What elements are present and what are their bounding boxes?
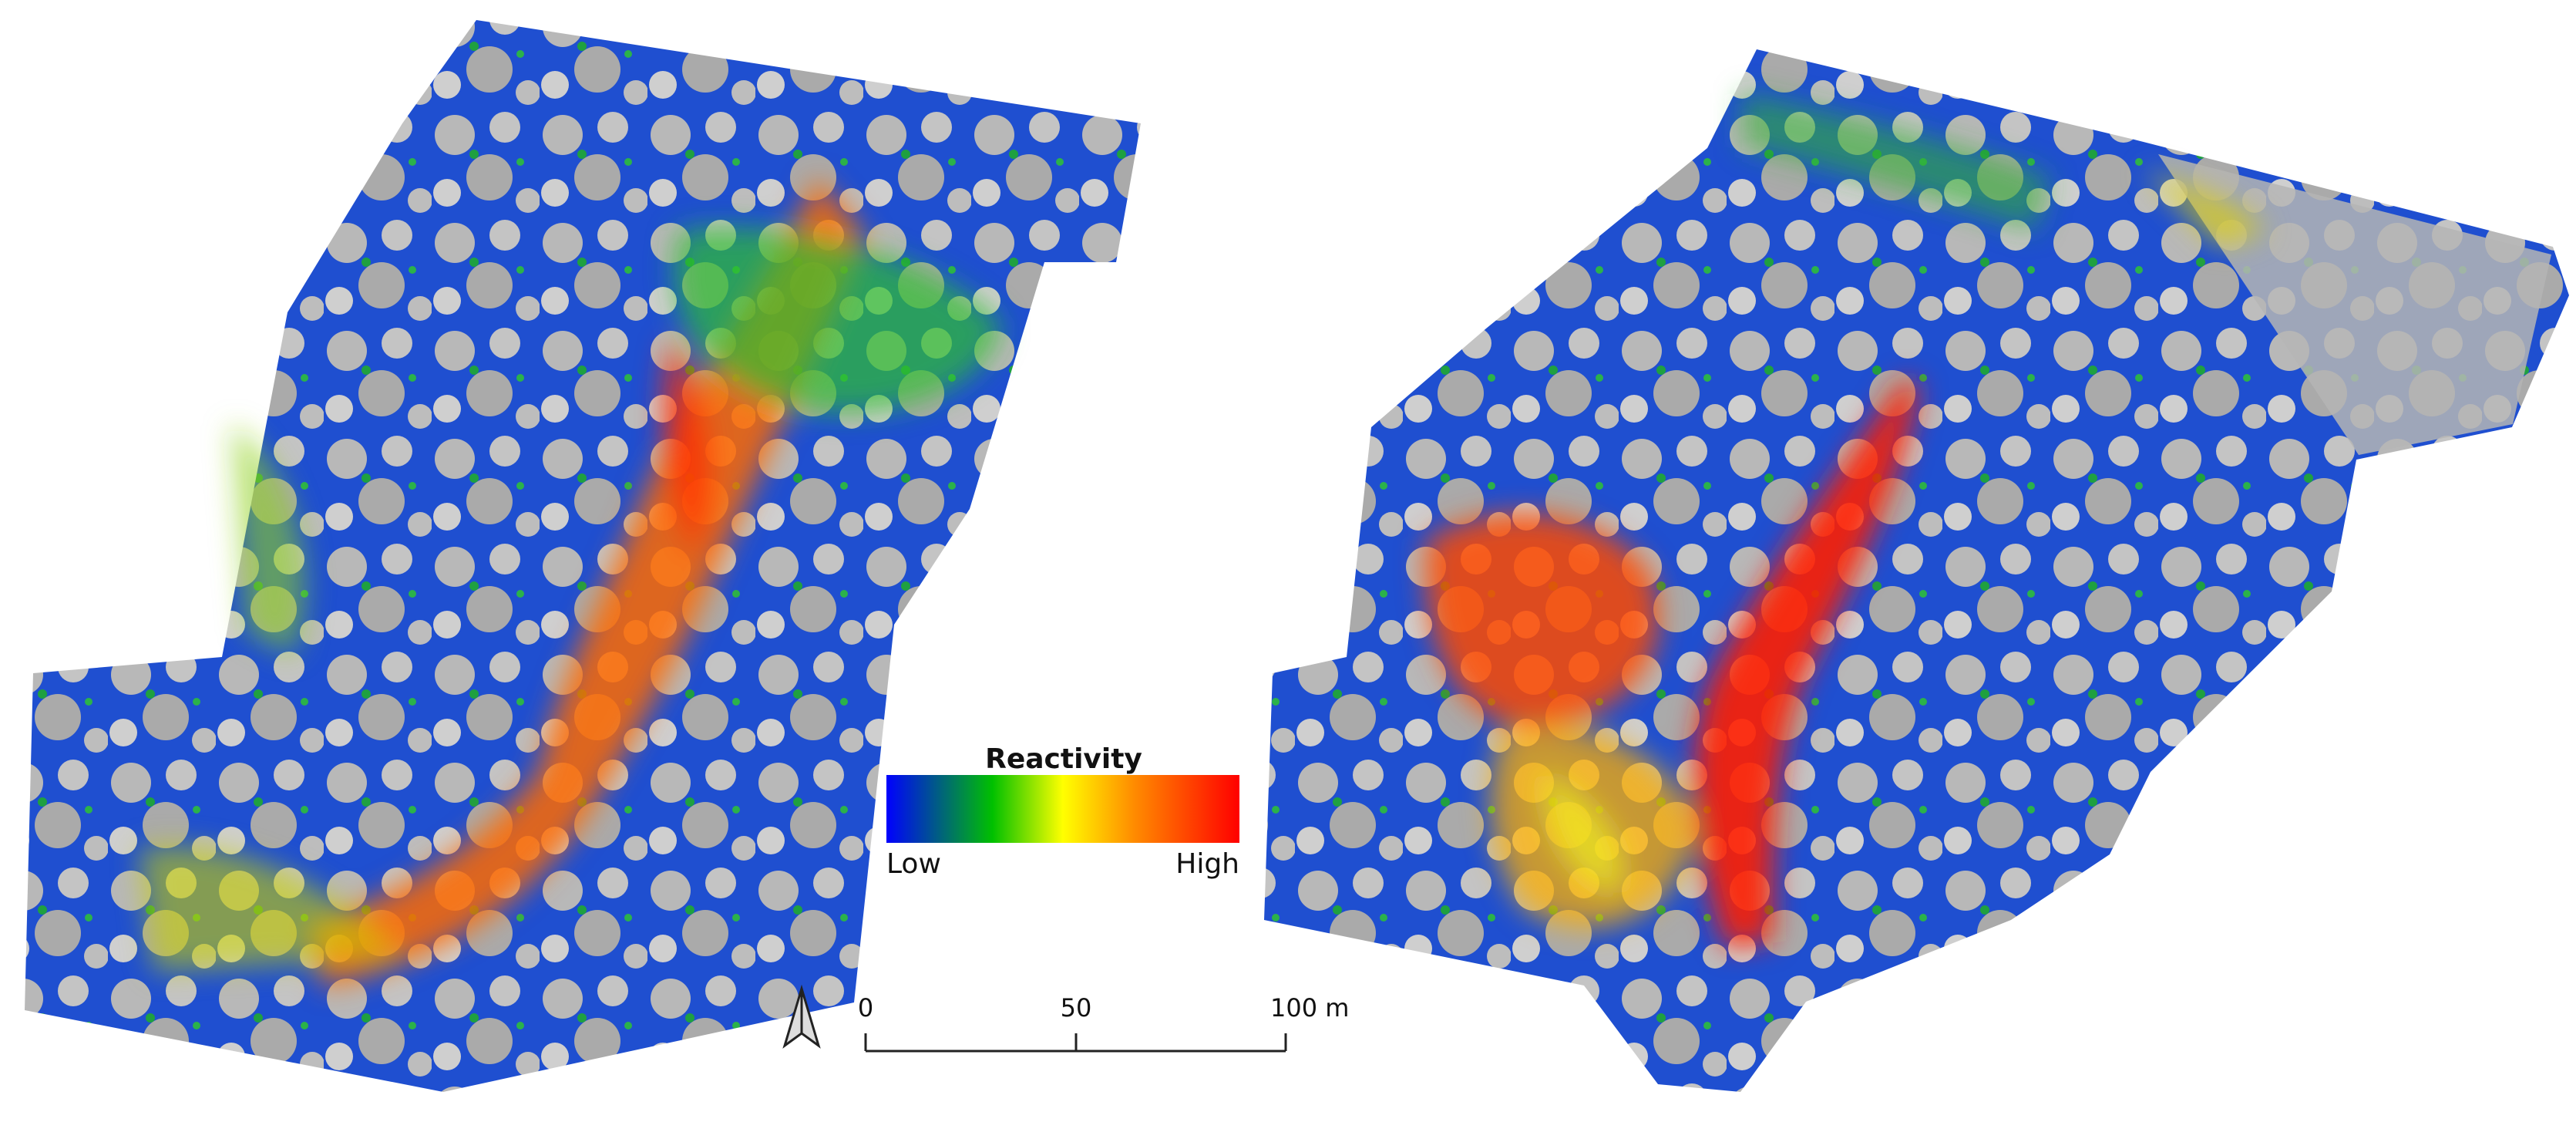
color-ramp — [886, 775, 1239, 843]
scale-bar — [864, 1033, 1287, 1053]
reactivity-overlay — [139, 177, 1002, 987]
scale-label: 100 m — [1270, 993, 1349, 1023]
right-map — [1264, 49, 2569, 1092]
left-map — [25, 20, 1141, 1092]
legend: Reactivity Low High — [886, 743, 1239, 880]
reactivity-overlay — [1425, 93, 2266, 948]
legend-low: Low — [886, 848, 941, 880]
north-arrow — [782, 984, 821, 1049]
scale-label: 50 — [1061, 993, 1092, 1023]
scale-label: 0 — [858, 993, 873, 1023]
legend-title: Reactivity — [985, 743, 1142, 775]
legend-high: High — [1175, 848, 1239, 880]
